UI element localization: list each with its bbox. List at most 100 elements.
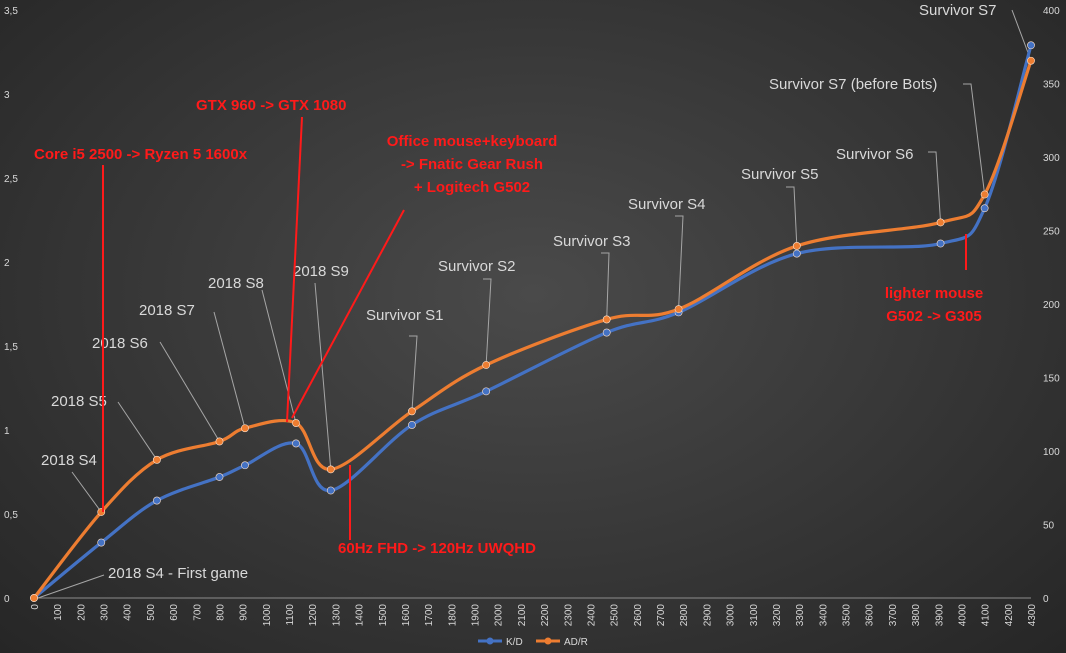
x-tick-label: 2300 bbox=[563, 604, 574, 627]
annotation-text: lighter mouse bbox=[885, 285, 983, 302]
x-tick-label: 1100 bbox=[285, 604, 296, 626]
y-right-tick-label: 50 bbox=[1043, 521, 1055, 532]
x-tick-label: 4300 bbox=[1027, 604, 1038, 627]
series-layer bbox=[30, 41, 1035, 602]
y-left-tick-label: 3 bbox=[4, 90, 10, 101]
x-tick-label: 3700 bbox=[888, 604, 899, 627]
data-point-k-d bbox=[936, 239, 945, 248]
x-tick-label: 1000 bbox=[262, 604, 273, 627]
annotation-text: G502 -> G305 bbox=[886, 308, 981, 325]
data-point-ad-r bbox=[292, 419, 300, 427]
data-point-ad-r bbox=[30, 594, 38, 602]
data-point-ad-r bbox=[980, 190, 989, 199]
x-tick-label: 3000 bbox=[726, 604, 737, 627]
data-point-k-d bbox=[97, 538, 106, 547]
data-point-ad-r bbox=[152, 455, 161, 464]
y-left-tick-label: 2,5 bbox=[4, 174, 18, 185]
data-point-ad-r bbox=[215, 437, 224, 446]
point-label: 2018 S6 bbox=[92, 335, 148, 352]
data-point-k-d bbox=[1027, 41, 1035, 50]
x-tick-label: 200 bbox=[76, 604, 87, 621]
legend: K/D AD/R bbox=[478, 637, 588, 648]
leader-line bbox=[314, 282, 332, 470]
y-left-tick-label: 3,5 bbox=[4, 6, 18, 17]
series-line-ad-r bbox=[32, 59, 1033, 600]
x-tick-label: 800 bbox=[215, 604, 226, 621]
x-tick-label: 900 bbox=[239, 604, 250, 621]
x-tick-label: 2100 bbox=[517, 604, 528, 627]
point-label: Survivor S7 (before Bots) bbox=[769, 76, 937, 93]
data-point-k-d bbox=[292, 439, 300, 448]
point-label: Survivor S7 bbox=[919, 2, 997, 19]
x-tick-label: 3200 bbox=[772, 604, 783, 627]
point-label: 2018 S5 bbox=[51, 393, 107, 410]
point-label: Survivor S3 bbox=[553, 233, 631, 250]
annotation-text: + Logitech G502 bbox=[414, 179, 530, 196]
x-tick-label: 2600 bbox=[633, 604, 644, 627]
leader-line bbox=[261, 289, 297, 424]
leader-line bbox=[117, 401, 158, 461]
leader-line bbox=[483, 278, 492, 366]
point-label: Survivor S1 bbox=[366, 307, 444, 324]
data-point-ad-r bbox=[792, 242, 801, 250]
x-tick-label: 600 bbox=[169, 604, 180, 621]
point-label: 2018 S4 bbox=[41, 452, 97, 469]
x-tick-label: 2800 bbox=[679, 604, 690, 627]
leader-line bbox=[409, 335, 418, 412]
annotation-text: GTX 960 -> GTX 1080 bbox=[196, 97, 347, 114]
x-tick-label: 3400 bbox=[818, 604, 829, 627]
data-point-k-d bbox=[215, 473, 224, 481]
x-tick-label: 3500 bbox=[842, 604, 853, 627]
x-tick-label: 300 bbox=[100, 604, 111, 621]
data-point-ad-r bbox=[241, 424, 249, 433]
leader-line bbox=[601, 252, 610, 320]
y-right-tick-label: 400 bbox=[1043, 6, 1060, 17]
x-tick-label: 700 bbox=[192, 604, 203, 621]
x-tick-label: 2700 bbox=[656, 604, 667, 627]
x-tick-label: 3300 bbox=[795, 604, 806, 627]
legend-marker-ad-r bbox=[544, 637, 552, 645]
x-tick-label: 500 bbox=[146, 604, 157, 621]
data-point-k-d bbox=[980, 204, 989, 213]
point-label: 2018 S8 bbox=[208, 275, 264, 292]
x-tick-label: 1400 bbox=[355, 604, 366, 627]
x-tick-label: 1600 bbox=[401, 604, 412, 627]
x-tick-label: 400 bbox=[123, 604, 134, 621]
annotation-pointer bbox=[291, 209, 405, 419]
x-tick-label: 100 bbox=[53, 604, 64, 621]
point-label: Survivor S5 bbox=[741, 166, 819, 183]
y-right-tick-label: 300 bbox=[1043, 153, 1060, 164]
x-tick-label: 1800 bbox=[447, 604, 458, 627]
x-tick-label: 1500 bbox=[378, 604, 389, 627]
leader-line bbox=[159, 341, 220, 442]
data-point-ad-r bbox=[674, 305, 683, 314]
annotation-pointer bbox=[286, 116, 303, 423]
y-left-tick-label: 0,5 bbox=[4, 510, 18, 521]
data-point-ad-r bbox=[936, 218, 945, 227]
x-tick-label: 3100 bbox=[749, 604, 760, 627]
legend-label-ad-r: AD/R bbox=[564, 637, 588, 648]
y-left-tick-label: 0 bbox=[4, 594, 10, 605]
x-tick-label: 2400 bbox=[586, 604, 597, 627]
data-point-k-d bbox=[326, 486, 335, 495]
point-label: Survivor S2 bbox=[438, 258, 516, 275]
leader-line bbox=[213, 311, 246, 429]
leader-line bbox=[963, 83, 986, 195]
x-tick-label: 3600 bbox=[865, 604, 876, 627]
point-label: 2018 S7 bbox=[139, 302, 195, 319]
x-tick-label: 1300 bbox=[331, 604, 342, 627]
y-right-tick-label: 0 bbox=[1043, 594, 1049, 605]
y-right-tick-label: 250 bbox=[1043, 227, 1060, 238]
data-point-k-d bbox=[241, 461, 249, 470]
axes-layer: 0 100 200 300 400 500 600 700 800 900 1000 1100 1200… bbox=[4, 6, 1060, 626]
annotation-text: Office mouse+keyboard bbox=[387, 133, 557, 150]
point-labels: 2018 S4 - First game 2018 S4 2018 S5 2018 S… bbox=[41, 2, 997, 582]
leader-line bbox=[37, 574, 105, 599]
y-right-tick-label: 150 bbox=[1043, 374, 1060, 385]
data-point-ad-r bbox=[1027, 56, 1035, 65]
y-left-tick-label: 2 bbox=[4, 258, 10, 269]
x-tick-label: 1700 bbox=[424, 604, 435, 627]
data-point-k-d bbox=[408, 421, 416, 429]
leader-line bbox=[786, 186, 798, 246]
